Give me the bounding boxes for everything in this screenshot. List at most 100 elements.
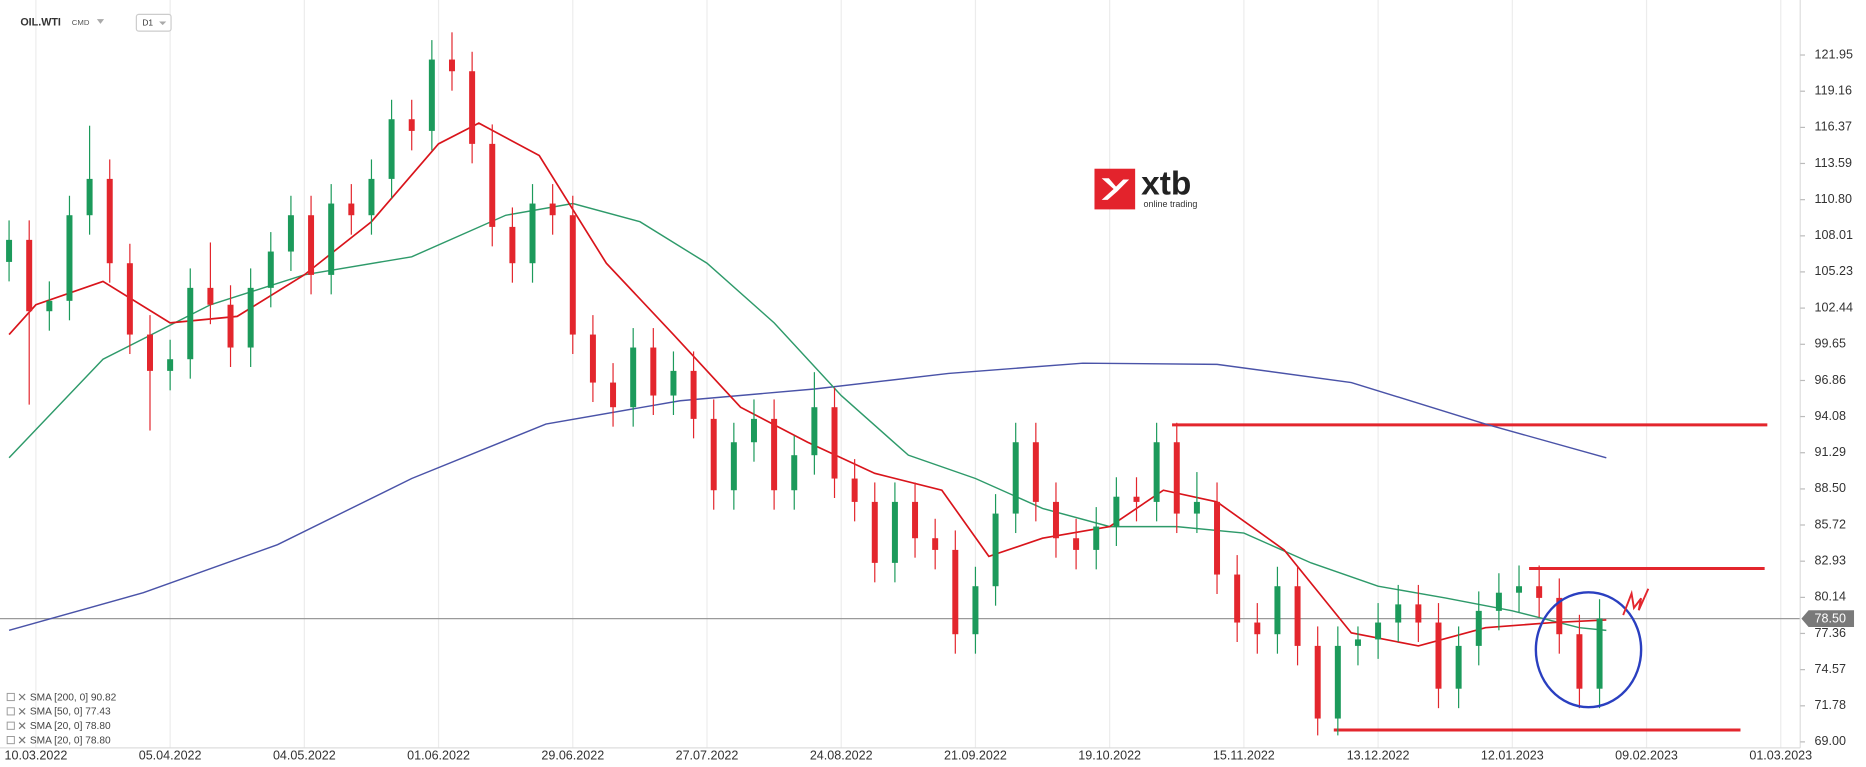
marks bbox=[0, 32, 1801, 736]
candle-body bbox=[992, 513, 999, 587]
interval-box[interactable] bbox=[135, 13, 172, 32]
candle-body bbox=[1495, 592, 1502, 611]
legend-icon bbox=[6, 692, 15, 702]
price-tag-label: 78.50 bbox=[1815, 612, 1846, 626]
interval-caret[interactable] bbox=[159, 21, 167, 26]
candle-body bbox=[308, 215, 315, 275]
candle-body bbox=[851, 478, 858, 502]
candle-body bbox=[670, 370, 677, 396]
symbol[interactable]: OIL.WTI bbox=[20, 17, 61, 29]
candle-body bbox=[106, 178, 113, 264]
candle-body bbox=[247, 287, 254, 348]
x-tick-label: 27.07.2022 bbox=[676, 749, 739, 763]
candle-body bbox=[1375, 622, 1382, 640]
candle-body bbox=[26, 239, 33, 312]
candle-body bbox=[730, 442, 737, 491]
candle-body bbox=[952, 549, 959, 635]
candle-body bbox=[569, 215, 576, 335]
candle-body bbox=[1274, 586, 1281, 635]
candle-body bbox=[1536, 586, 1543, 598]
y-tick-label: 74.57 bbox=[1815, 662, 1846, 676]
candle-body bbox=[610, 382, 617, 408]
interval[interactable]: D1 bbox=[142, 18, 153, 28]
candle-body bbox=[6, 239, 13, 262]
candle-body bbox=[831, 407, 838, 479]
x-tick-label: 05.04.2022 bbox=[139, 749, 202, 763]
candle-body bbox=[126, 263, 133, 335]
candle-body bbox=[408, 119, 415, 131]
x-tick-label: 10.03.2022 bbox=[5, 749, 68, 763]
candle-body bbox=[710, 418, 717, 491]
candle-body bbox=[972, 586, 979, 635]
candle-body bbox=[1234, 574, 1241, 623]
x-tick-label: 09.02.2023 bbox=[1615, 749, 1678, 763]
y-tick-label: 119.16 bbox=[1815, 84, 1852, 98]
candle-body bbox=[187, 287, 194, 360]
grid bbox=[35, 0, 1782, 748]
y-tick-label: 82.93 bbox=[1815, 553, 1846, 567]
candle-body bbox=[1576, 634, 1583, 689]
highlight-circle bbox=[1534, 591, 1643, 709]
candle-body bbox=[1596, 618, 1603, 689]
candle-body bbox=[549, 203, 556, 216]
candle-body bbox=[1435, 622, 1442, 689]
y-tick-label: 80.14 bbox=[1815, 590, 1846, 604]
candle-body bbox=[388, 119, 395, 179]
x-tick-label: 12.01.2023 bbox=[1481, 749, 1544, 763]
candle-body bbox=[46, 300, 53, 312]
candle-body bbox=[650, 347, 657, 396]
candle-body bbox=[529, 203, 536, 264]
candle-body bbox=[1254, 622, 1261, 635]
candle-body bbox=[147, 334, 153, 371]
legend-entry: SMA [200, 0] 90.82 bbox=[30, 692, 117, 703]
candle-body bbox=[368, 178, 375, 216]
candle-body bbox=[1475, 610, 1482, 646]
x-tick-label: 24.08.2022 bbox=[810, 749, 873, 763]
candle-body bbox=[1354, 639, 1361, 646]
candle-body bbox=[750, 418, 757, 443]
y-tick-label: 77.36 bbox=[1815, 626, 1846, 640]
legend-icon bbox=[6, 721, 15, 730]
candle-body bbox=[509, 226, 516, 264]
candle-body bbox=[630, 347, 637, 408]
dropdown-caret[interactable] bbox=[96, 19, 105, 24]
x-tick-label: 13.12.2022 bbox=[1347, 749, 1410, 763]
candle-body bbox=[469, 71, 476, 144]
candle-body bbox=[167, 359, 174, 371]
arrow-scribble bbox=[1622, 588, 1650, 616]
x-tick-label: 29.06.2022 bbox=[541, 749, 604, 763]
y-tick-label: 121.95 bbox=[1815, 47, 1853, 61]
candle-body bbox=[1193, 501, 1200, 514]
candle-body bbox=[1314, 645, 1321, 719]
x-tick-label: 01.03.2023 bbox=[1749, 749, 1812, 763]
candle-body bbox=[328, 203, 335, 275]
y-tick-label: 99.65 bbox=[1815, 337, 1846, 351]
candle-body bbox=[932, 538, 939, 550]
legend-icon bbox=[6, 736, 15, 745]
x-tick-label: 04.05.2022 bbox=[273, 749, 336, 763]
candle-body bbox=[1153, 442, 1160, 502]
x-tick-label: 15.11.2022 bbox=[1213, 749, 1275, 763]
candle-body bbox=[912, 501, 919, 539]
x-tick-label: 19.10.2022 bbox=[1078, 749, 1141, 763]
x-tick-label: 21.09.2022 bbox=[944, 749, 1007, 763]
sma-line bbox=[8, 202, 1607, 632]
candle-body bbox=[1012, 442, 1019, 514]
candle-body bbox=[690, 370, 697, 419]
legend-entry: SMA [20, 0] 78.80 bbox=[30, 735, 111, 746]
candle-body bbox=[1334, 645, 1341, 719]
price-tag bbox=[1801, 610, 1855, 628]
candle-body bbox=[428, 59, 435, 131]
y-tick-label: 113.59 bbox=[1815, 156, 1852, 170]
candle-body bbox=[811, 407, 818, 456]
candle-body bbox=[1395, 604, 1402, 623]
legend-close bbox=[18, 707, 26, 715]
candle-body bbox=[66, 215, 73, 301]
candle-body bbox=[1455, 645, 1462, 689]
candle-body bbox=[1032, 442, 1039, 502]
candle-body bbox=[1294, 586, 1301, 646]
legend-entry: SMA [20, 0] 78.80 bbox=[30, 721, 111, 732]
legend-entry: SMA [50, 0] 77.43 bbox=[30, 707, 111, 718]
